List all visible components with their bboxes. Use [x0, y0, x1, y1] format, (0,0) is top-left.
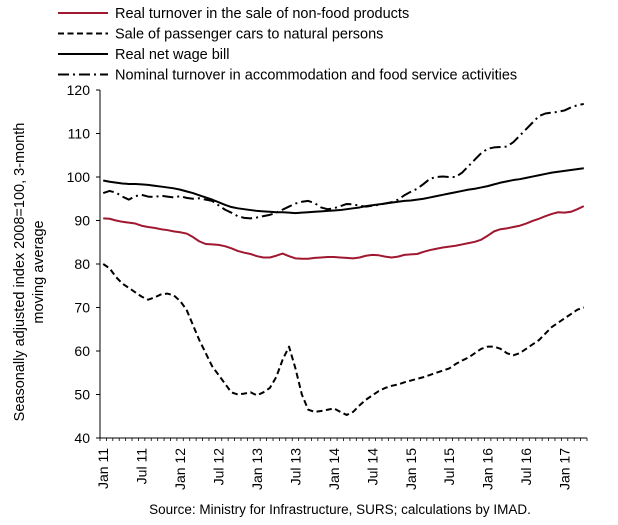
x-tick-label: Jan 17: [557, 448, 573, 490]
y-tick-label: 70: [74, 300, 90, 316]
x-tick-label: Jan 12: [172, 448, 188, 490]
y-axis-title-line: Seasonally adjusted index 2008=100, 3-mo…: [12, 123, 28, 422]
y-tick-label: 50: [74, 387, 90, 403]
source-note: Source: Ministry for Infrastructure, SUR…: [149, 502, 531, 517]
y-axis: 40 50 60 70 80 90 100 110 120: [67, 82, 101, 446]
legend-label-2: Sale of passenger cars to natural person…: [115, 27, 383, 43]
legend-label-4: Nominal turnover in accommodation and fo…: [115, 68, 517, 84]
x-tick-label: Jan 13: [249, 448, 265, 490]
y-axis-title-line: moving average: [31, 220, 47, 323]
y-tick-label: 60: [74, 343, 90, 359]
y-axis-title: Seasonally adjusted index 2008=100, 3-mo…: [12, 123, 47, 422]
x-tick-label: Jan 16: [480, 448, 496, 490]
y-tick-label: 80: [74, 256, 90, 272]
legend-label-3: Real net wage bill: [115, 47, 229, 63]
y-tick-label: 40: [74, 430, 90, 446]
legend: Real turnover in the sale of non-food pr…: [58, 6, 517, 84]
y-tick-label: 110: [68, 126, 91, 142]
y-tick-label: 120: [67, 82, 91, 98]
plot-area: [102, 102, 585, 416]
series-line-3: [103, 167, 584, 215]
x-tick-label: Jul 12: [211, 448, 227, 486]
legend-label-1: Real turnover in the sale of non-food pr…: [115, 6, 409, 22]
x-tick-label: Jul 15: [441, 448, 457, 486]
x-tick-label: Jul 16: [518, 448, 534, 486]
x-tick-label: Jan 11: [95, 448, 111, 489]
y-tick-label: 100: [67, 169, 91, 185]
x-tick-label: Jul 13: [287, 448, 303, 486]
series-line-1: [103, 205, 585, 260]
x-tick-label: Jan 15: [403, 448, 419, 490]
x-axis: Jan 11 Jul 11 Jan 12 Jul 12 Jan 13 Jul 13 Jan …: [95, 437, 588, 490]
x-tick-label: Jan 14: [326, 448, 342, 490]
x-tick-label: Jul 14: [364, 448, 380, 486]
series-line-4: [102, 102, 584, 220]
series-line-2: [102, 263, 585, 416]
x-tick-label: Jul 11: [134, 448, 150, 485]
y-tick-label: 90: [74, 213, 90, 229]
